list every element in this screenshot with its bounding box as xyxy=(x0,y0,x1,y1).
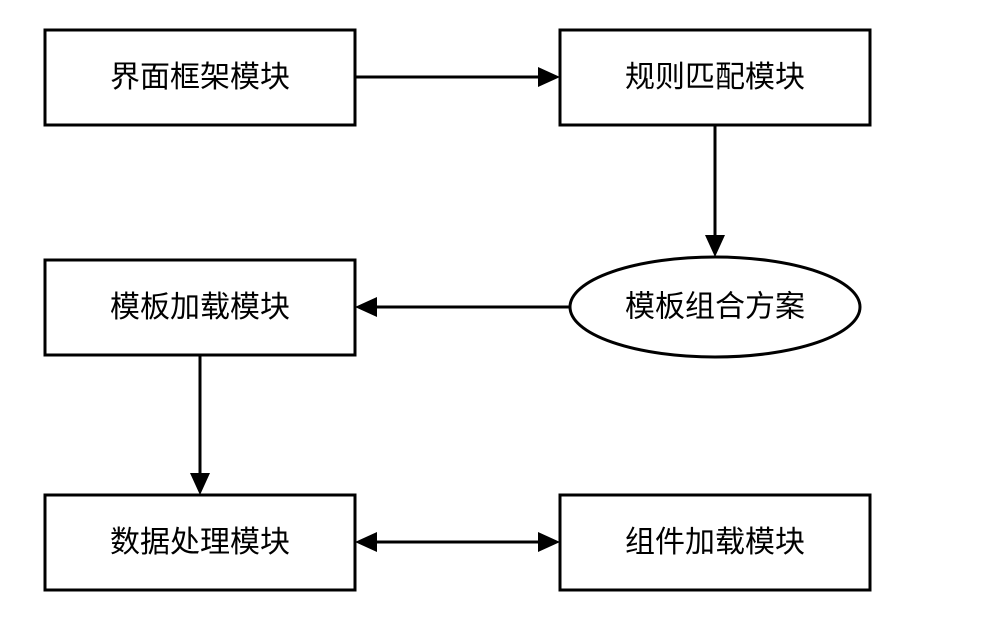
node-n2-label: 规则匹配模块 xyxy=(625,61,805,94)
node-n5-label: 数据处理模块 xyxy=(110,526,290,559)
node-n6: 组件加载模块 xyxy=(560,495,870,590)
node-n1: 界面框架模块 xyxy=(45,30,355,125)
arrowhead xyxy=(190,473,210,495)
arrowhead xyxy=(355,297,377,317)
flowchart-canvas: 界面框架模块 规则匹配模块模板组合方案 模板加载模块数据处理模块 组件加载模块 xyxy=(0,0,1000,636)
node-n4-label: 模板加载模块 xyxy=(110,291,290,324)
node-n5: 数据处理模块 xyxy=(45,495,355,590)
arrowhead xyxy=(538,532,560,552)
node-n4: 模板加载模块 xyxy=(45,260,355,355)
node-n3: 模板组合方案 xyxy=(570,257,860,357)
arrowhead xyxy=(355,532,377,552)
arrowhead xyxy=(705,235,725,257)
node-n3-label: 模板组合方案 xyxy=(625,291,805,324)
node-n2: 规则匹配模块 xyxy=(560,30,870,125)
node-n6-label: 组件加载模块 xyxy=(625,526,805,559)
node-n1-label: 界面框架模块 xyxy=(110,61,290,94)
arrowhead xyxy=(538,67,560,87)
